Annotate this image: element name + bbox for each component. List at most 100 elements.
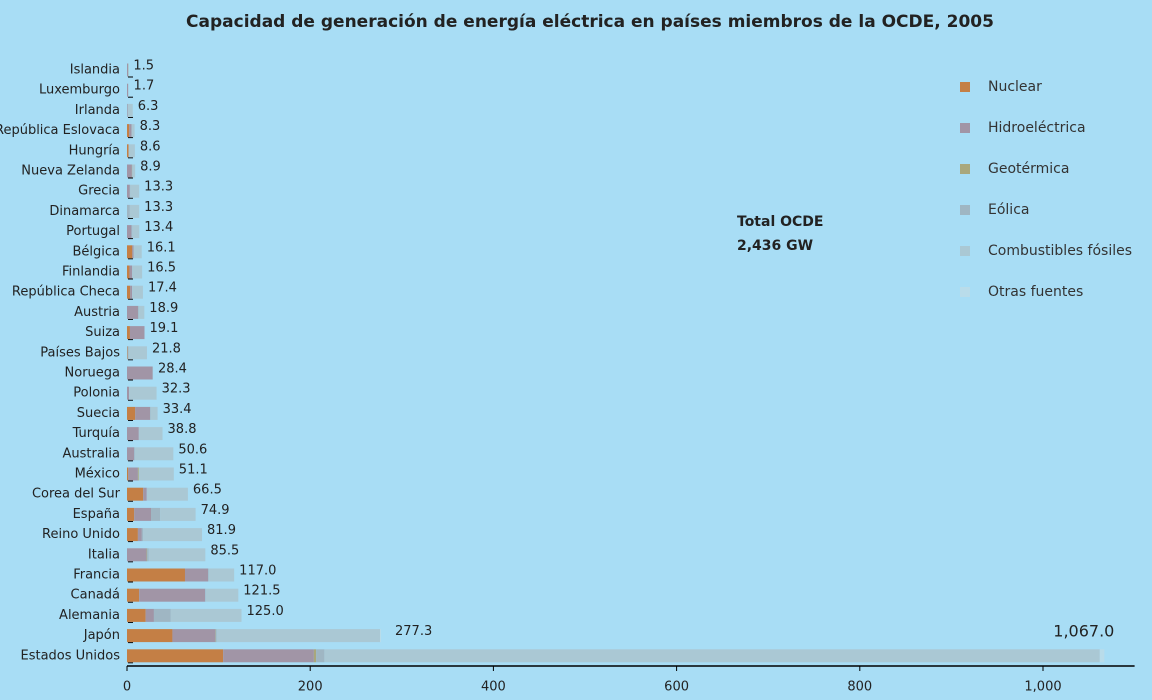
bar-segment [132, 285, 143, 299]
bar-segment [223, 649, 314, 663]
total-label: 66.5 [193, 483, 222, 498]
total-label: 38.8 [168, 422, 197, 437]
total-label: 21.8 [152, 341, 181, 356]
bar-segment [205, 588, 239, 602]
legend-swatch [960, 82, 970, 92]
legend-label: Combustibles fósiles [988, 243, 1132, 259]
y-tick-label: Italia [88, 547, 120, 562]
bar-segment [127, 326, 130, 340]
total-label: 50.6 [178, 442, 207, 457]
bar-segment [1099, 649, 1105, 663]
bar-segment [127, 184, 130, 198]
bar-segment [150, 406, 158, 420]
bar-segment [132, 245, 134, 259]
bar-segment [138, 427, 163, 441]
y-tick-label: Corea del Sur [32, 487, 121, 502]
bar-segment [134, 447, 174, 461]
legend-swatch [960, 287, 970, 297]
bar-segment [127, 588, 140, 602]
annotation: Total OCDE [737, 214, 823, 230]
x-tick-label: 200 [298, 680, 323, 695]
bar-segment [127, 305, 138, 319]
bar-segment [153, 608, 171, 622]
legend-swatch [960, 246, 970, 256]
bar-segment [129, 204, 140, 218]
bar-segment [145, 608, 154, 622]
total-label: 81.9 [207, 523, 236, 538]
total-label: 13.3 [144, 200, 173, 215]
total-label: 32.3 [162, 382, 191, 397]
bar-segment [208, 568, 209, 582]
y-tick-label: México [75, 467, 120, 482]
legend-label: Hidroeléctrica [988, 120, 1086, 136]
y-tick-label: Finlandia [62, 265, 120, 280]
y-tick-label: Hungría [69, 143, 120, 158]
bar-segment [132, 265, 143, 279]
total-label: 19.1 [149, 321, 178, 336]
bar-segment [127, 528, 138, 542]
bar-segment [138, 467, 174, 481]
bar-segment [146, 548, 148, 562]
bar-segment [127, 568, 185, 582]
bar-segment [148, 548, 206, 562]
bar-segment [128, 83, 129, 97]
bar-segment [127, 548, 147, 562]
bar-segment [132, 225, 140, 239]
y-tick-label: Turquía [72, 426, 120, 441]
bar-segment [150, 507, 161, 521]
y-tick-label: Suecia [77, 406, 120, 421]
legend-swatch [960, 164, 970, 174]
bar-segment [137, 528, 142, 542]
y-tick-label: Luxemburgo [39, 83, 120, 98]
y-tick-label: Polonia [73, 386, 120, 401]
y-tick-label: Irlanda [75, 103, 120, 118]
total-label: 13.3 [144, 180, 173, 195]
legend-label: Nuclear [988, 79, 1042, 95]
bar-segment [128, 144, 135, 158]
y-tick-label: Canadá [71, 588, 120, 603]
bar-segment [143, 528, 203, 542]
y-tick-label: República Eslovaca [0, 123, 120, 138]
total-label: 1.5 [133, 59, 154, 74]
total-label: 6.3 [138, 99, 159, 114]
bar-segment [134, 507, 151, 521]
bar-segment [160, 507, 196, 521]
y-tick-label: Suiza [85, 325, 120, 340]
total-label: 1.7 [134, 79, 155, 94]
bar-segment [208, 568, 235, 582]
bar-segment [216, 629, 381, 643]
bar-segment [127, 204, 130, 218]
bar-segment [127, 245, 133, 259]
bar-segment [127, 83, 129, 97]
bar-segment [130, 184, 140, 198]
y-tick-label: Países Bajos [40, 345, 120, 360]
bar-segment [127, 507, 135, 521]
y-tick-label: Nueva Zelanda [21, 164, 120, 179]
bar-segment [127, 346, 129, 360]
bar-segment [147, 548, 149, 562]
x-tick-label: 800 [847, 680, 872, 695]
chart-title: Capacidad de generación de energía eléct… [186, 12, 994, 32]
y-tick-label: Portugal [66, 224, 120, 239]
total-label: 125.0 [247, 604, 284, 619]
bar-segment [127, 285, 131, 299]
bar-segment [127, 447, 135, 461]
bar-segment [127, 406, 136, 420]
bar-segment [127, 124, 130, 138]
y-tick-label: España [73, 507, 120, 522]
y-tick-label: Estados Unidos [20, 648, 120, 663]
bar-segment [127, 164, 132, 178]
y-tick-label: Austria [74, 305, 120, 320]
total-label: 16.1 [147, 240, 176, 255]
bar-segment [172, 629, 216, 643]
total-label: 1,067.0 [1053, 621, 1114, 640]
bar-segment [170, 608, 242, 622]
y-tick-label: Reino Unido [42, 527, 120, 542]
y-tick-label: Alemania [59, 608, 120, 623]
bar-segment [129, 124, 132, 138]
bar-segment [128, 346, 147, 360]
bar-segment [205, 588, 206, 602]
x-tick-label: 400 [481, 680, 506, 695]
y-tick-label: Australia [62, 446, 120, 461]
